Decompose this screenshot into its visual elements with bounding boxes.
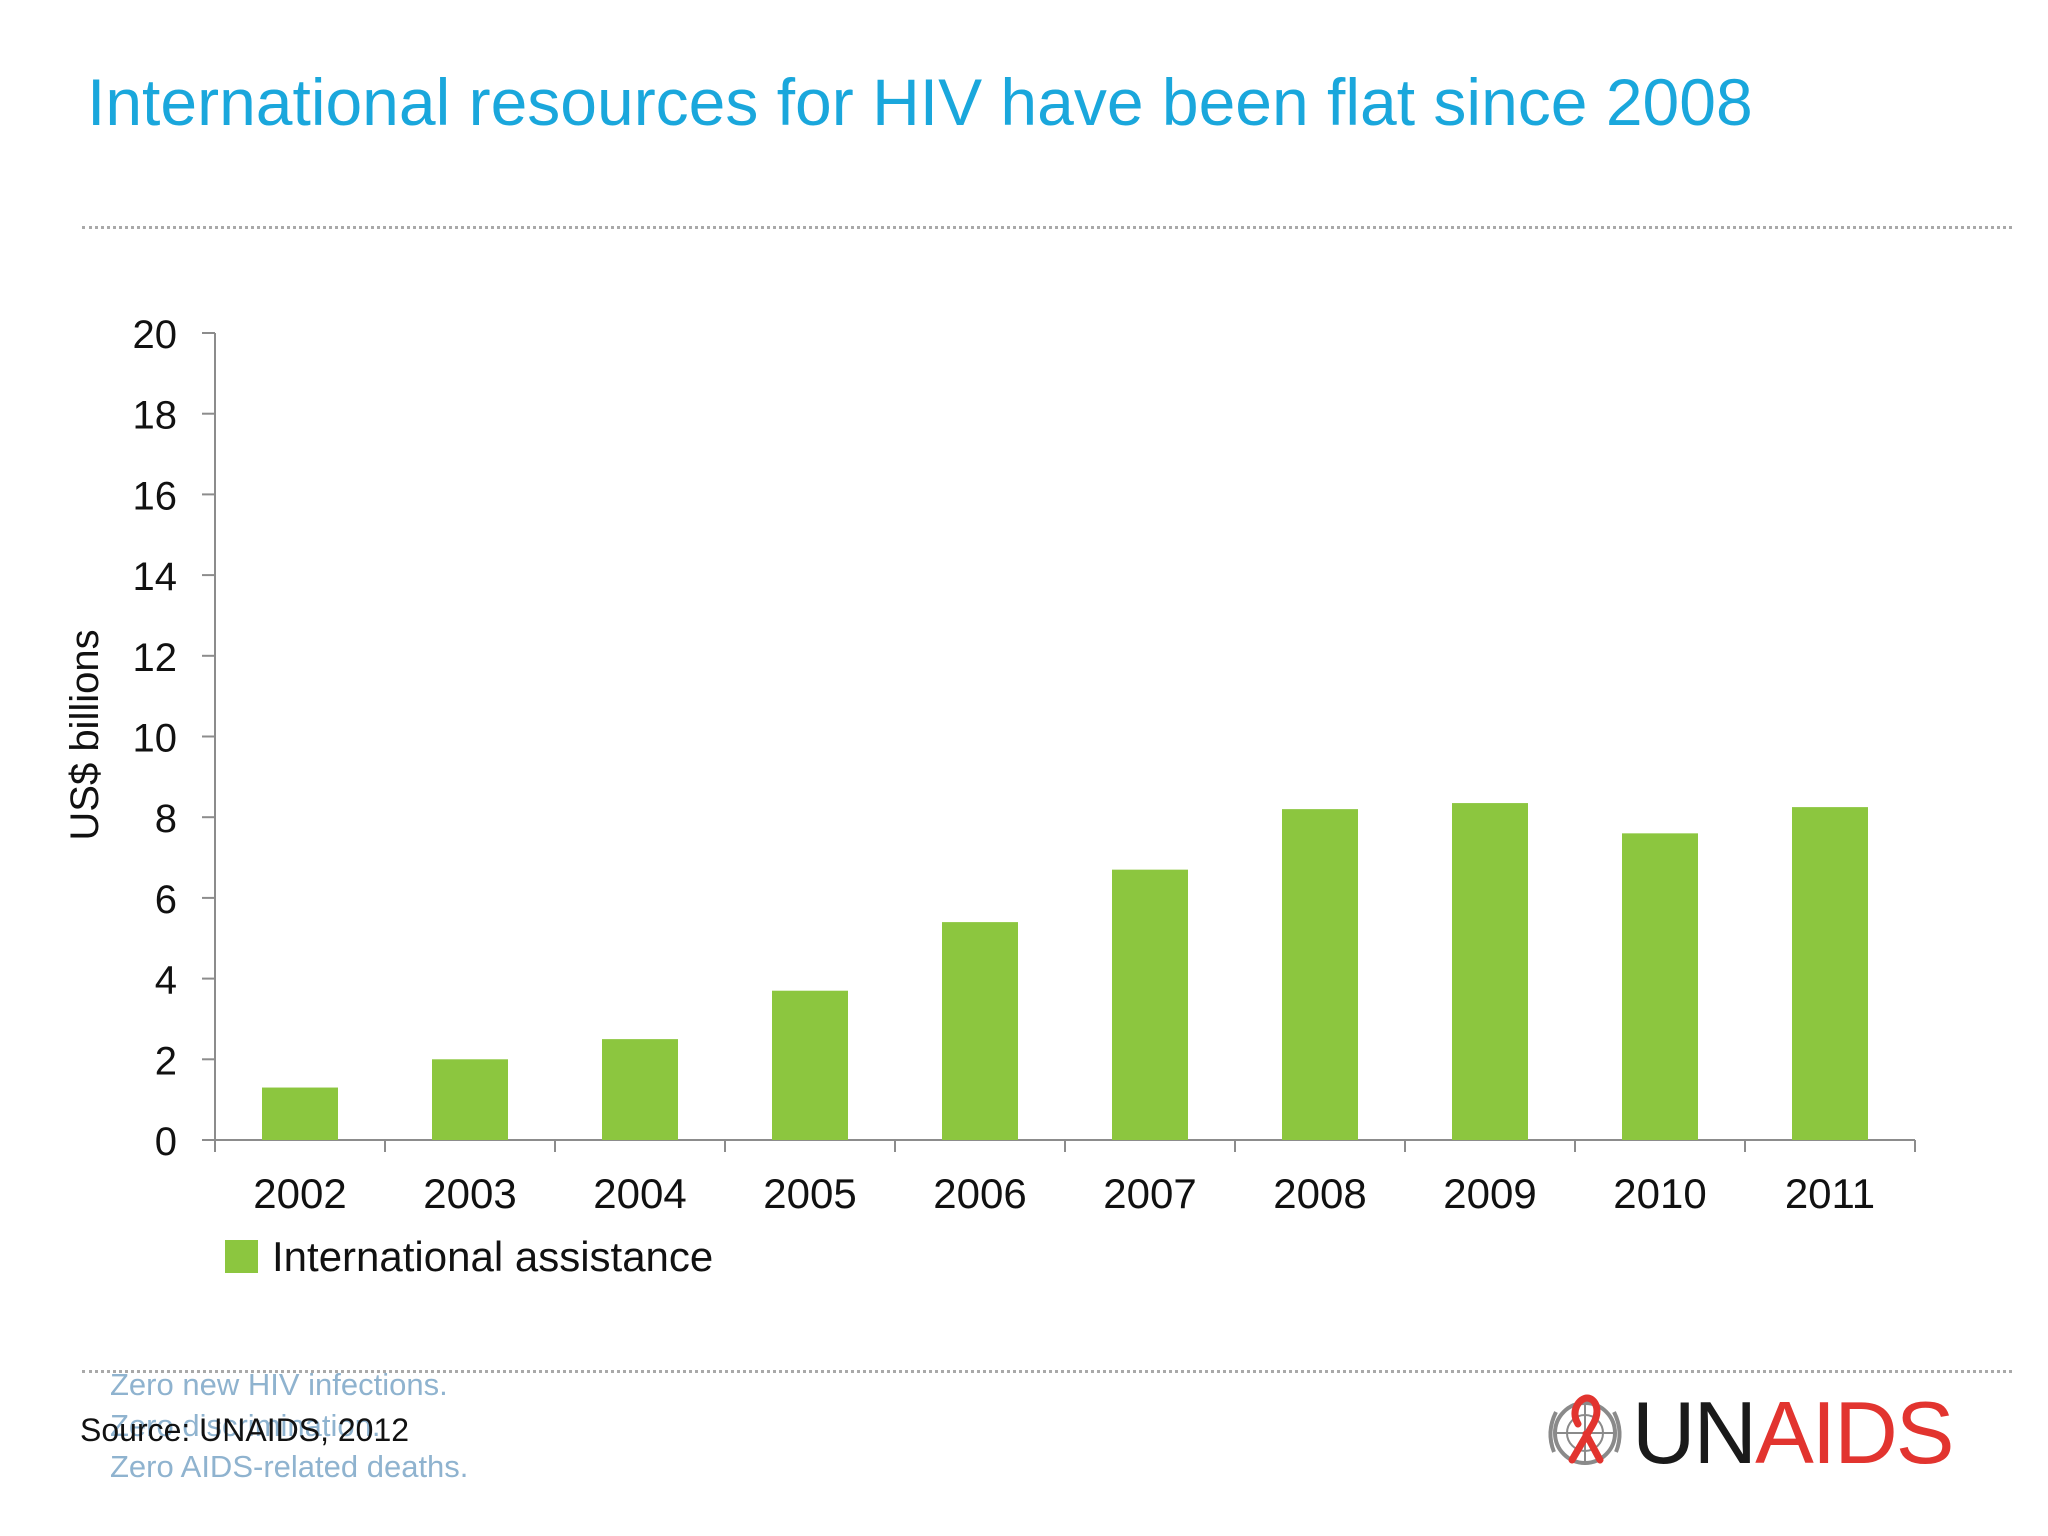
unaids-logo: UNAIDS [1540,1388,1955,1478]
y-tick-label: 10 [133,717,178,761]
bar-2004 [602,1039,678,1140]
bar-2005 [772,990,848,1140]
y-tick-label: 6 [155,878,177,922]
tagline-line: Zero AIDS-related deaths. [110,1449,469,1484]
y-tick-label: 18 [133,394,178,438]
logo-un: UN [1632,1383,1757,1482]
source-note: Source: UNAIDS, 2012 [80,1412,410,1448]
y-tick-label: 4 [155,959,177,1003]
bar-2003 [432,1059,508,1140]
y-tick-label: 12 [133,636,178,680]
y-axis: 0 2 4 6 8 10 12 14 16 18 20 [133,313,216,1164]
y-axis-label: US$ billions [63,629,107,840]
top-divider [82,226,2012,229]
logo-wordmark: UNAIDS [1632,1388,1955,1478]
bar-2007 [1112,869,1188,1140]
y-tick-label: 2 [155,1039,177,1083]
tagline-line: Zero discrimination. [110,1408,381,1443]
x-tick-label: 2009 [1443,1170,1536,1217]
logo-aids: AIDS [1755,1383,1954,1482]
bar-2010 [1622,833,1698,1140]
x-tick-label: 2011 [1785,1170,1875,1217]
y-tick-label: 16 [133,474,178,518]
bar-2002 [262,1087,338,1140]
legend-label: International assistance [272,1233,713,1280]
bar-series [262,803,1868,1140]
x-tick-label: 2003 [423,1170,516,1217]
legend-swatch [225,1240,258,1273]
bottom-divider [82,1370,2012,1373]
x-tick-label: 2002 [253,1170,346,1217]
un-emblem-red-ribbon-icon [1548,1394,1622,1465]
y-tick-label: 0 [155,1120,177,1164]
x-tick-label: 2008 [1273,1170,1366,1217]
x-tick-label: 2007 [1103,1170,1196,1217]
y-tick-label: 20 [133,313,178,357]
tagline-line: Zero new HIV infections. [110,1367,448,1402]
bar-2006 [942,922,1018,1140]
legend: International assistance [225,1233,713,1280]
x-tick-label: 2004 [593,1170,686,1217]
x-tick-label: 2006 [933,1170,1026,1217]
y-tick-label: 14 [133,555,178,599]
bar-2009 [1452,803,1528,1140]
y-tick-label: 8 [155,797,177,841]
bar-2008 [1282,809,1358,1140]
x-axis: 2002 2003 2004 2005 2006 2007 2008 2009 2010 2011 [214,1139,1916,1217]
tagline: Zero new HIV infections. Zero discrimina… [110,1364,468,1487]
x-tick-label: 2005 [763,1170,856,1217]
slide-title: International resources for HIV have bee… [87,65,1753,139]
x-tick-label: 2010 [1613,1170,1706,1217]
bar-2011 [1792,807,1868,1140]
